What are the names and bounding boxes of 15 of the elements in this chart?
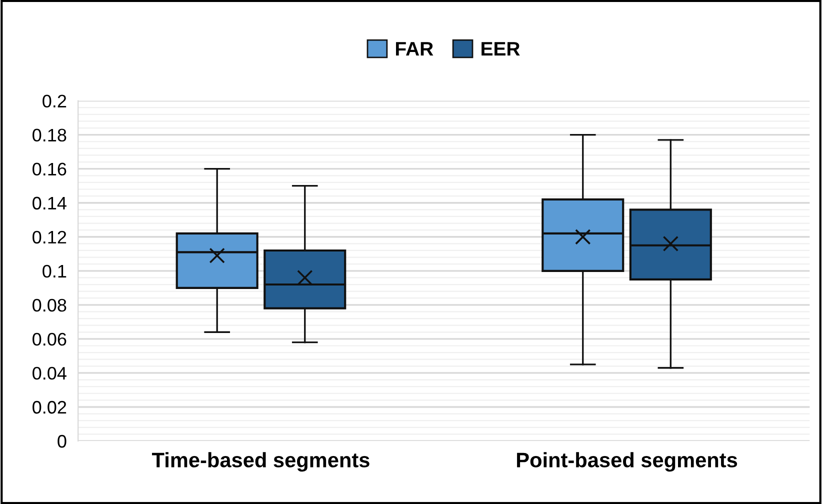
y-tick-label: 0.06 bbox=[32, 332, 66, 346]
y-tick-label: 0 bbox=[58, 434, 66, 448]
y-tick-label: 0.12 bbox=[32, 230, 66, 244]
y-tick-label: 0.18 bbox=[32, 128, 66, 142]
legend-label: FAR bbox=[396, 42, 434, 56]
y-tick-label: 0.2 bbox=[42, 94, 66, 108]
y-tick-label: 0.04 bbox=[32, 366, 66, 380]
y-tick-label: 0.02 bbox=[32, 400, 66, 414]
y-tick-label: 0.1 bbox=[42, 264, 66, 278]
y-tick-label: 0.14 bbox=[32, 196, 66, 210]
y-tick-label: 0.08 bbox=[32, 298, 66, 312]
legend-label: EER bbox=[482, 42, 520, 56]
x-tick-label: Point-based segments bbox=[517, 452, 738, 472]
x-tick-label: Time-based segments bbox=[152, 452, 370, 472]
y-tick-label: 0.16 bbox=[32, 162, 66, 176]
